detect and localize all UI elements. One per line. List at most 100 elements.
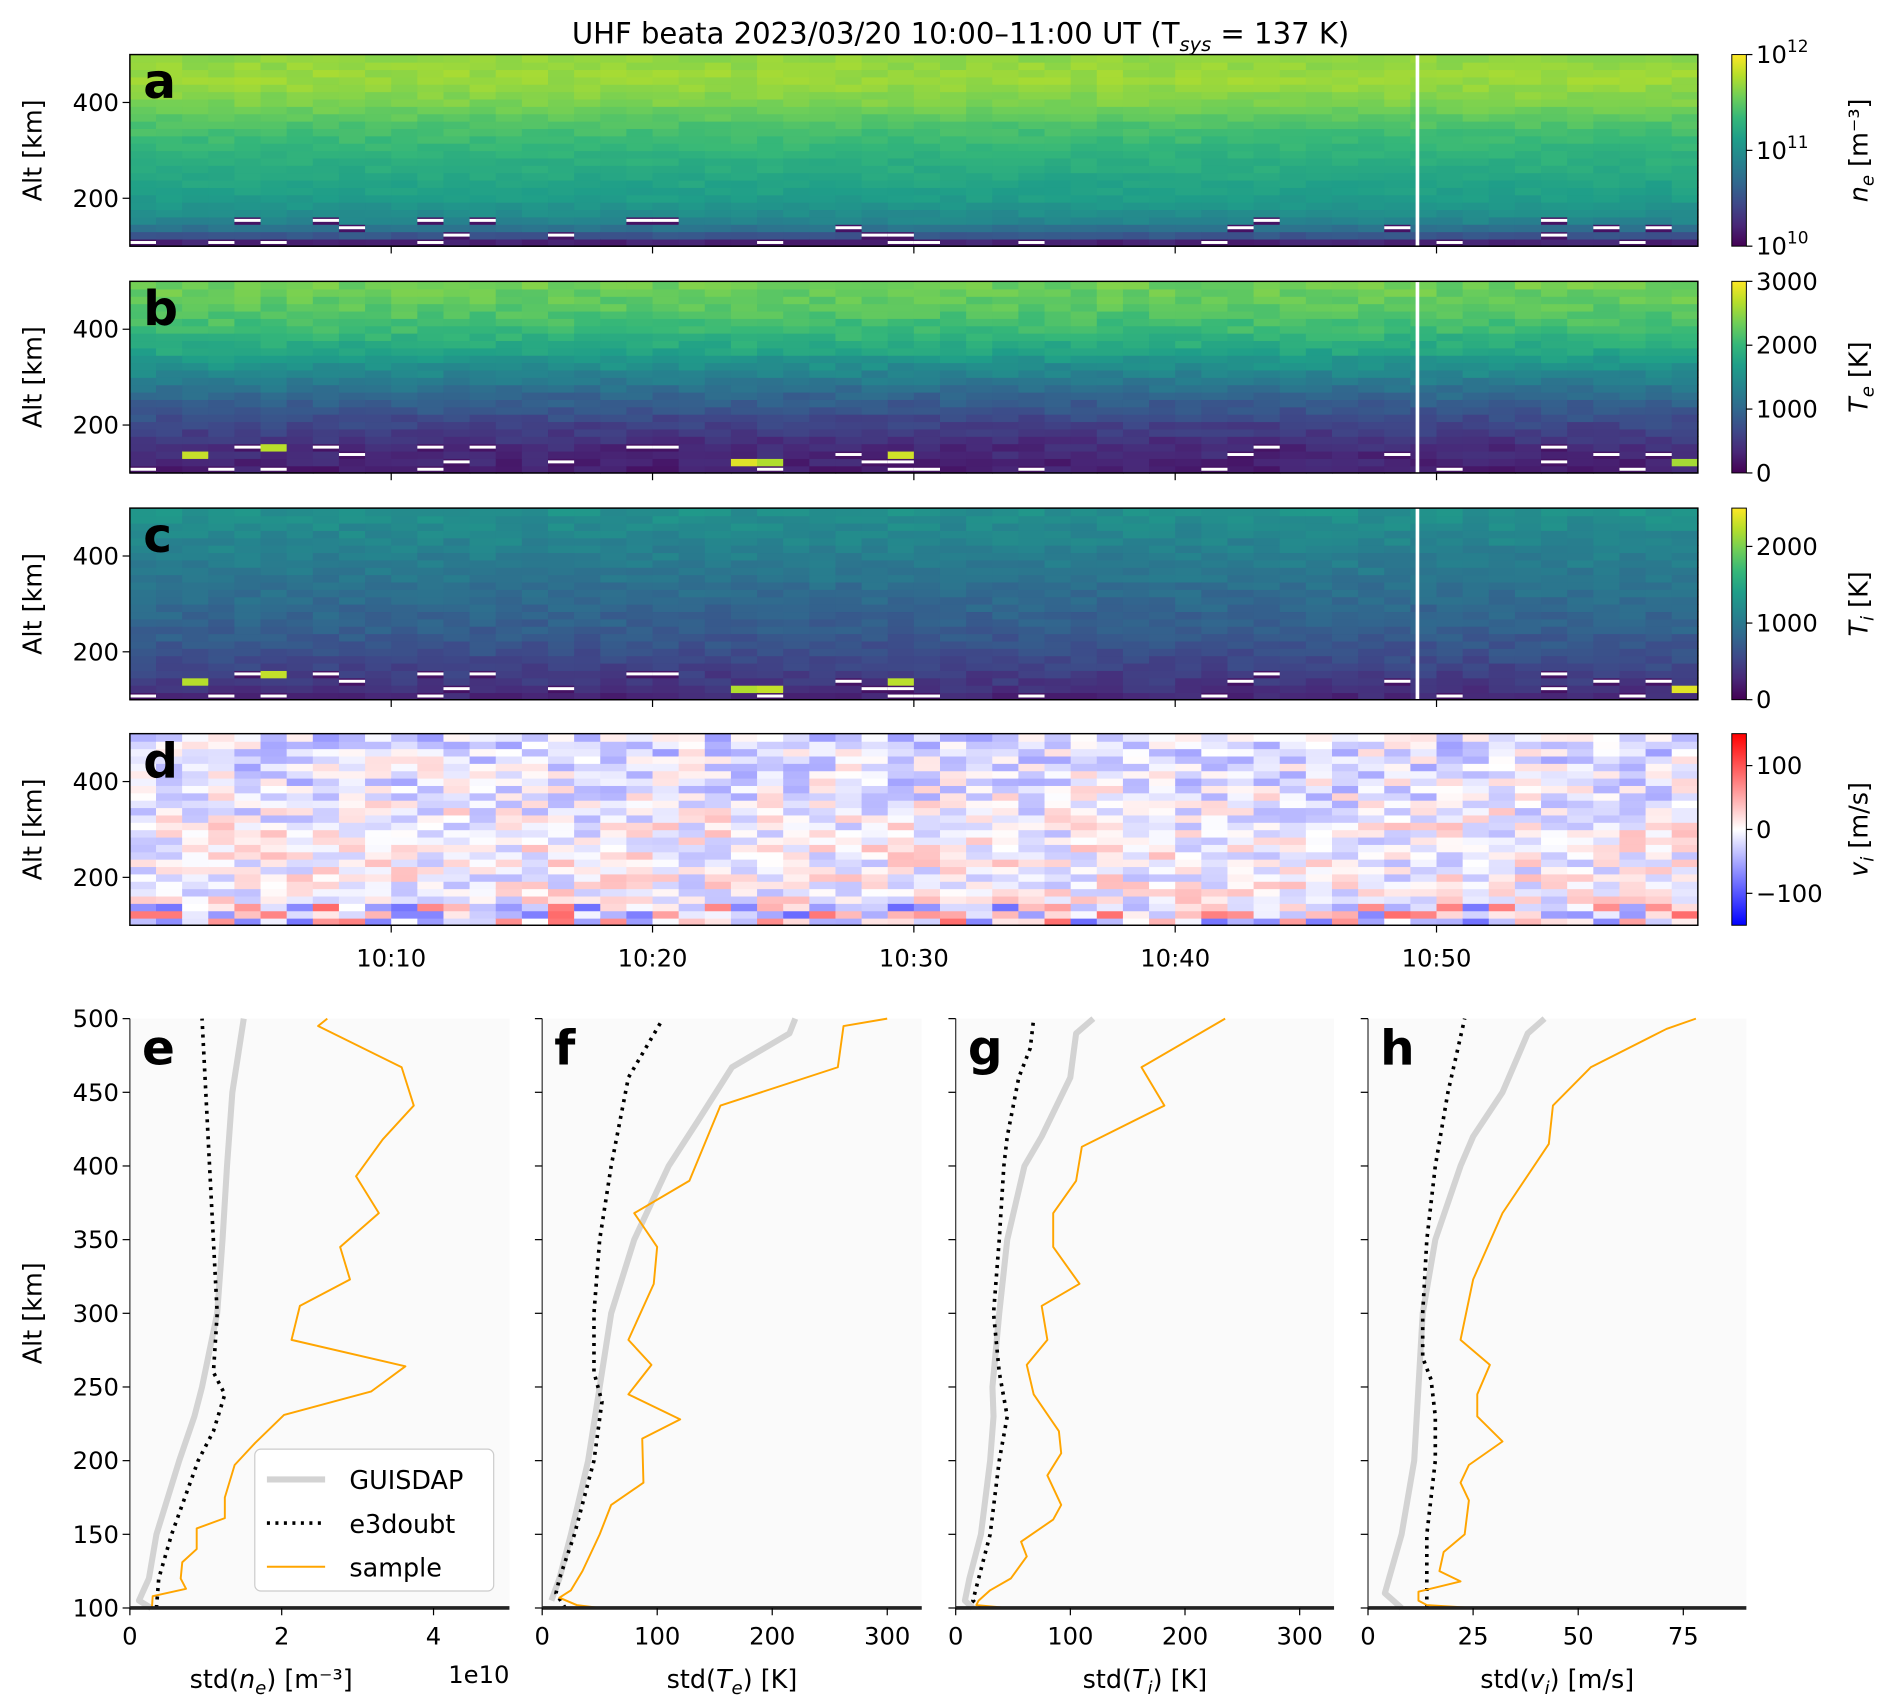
heatmap-cell: [521, 450, 549, 459]
heatmap-cell: [1018, 633, 1046, 642]
heatmap-cell: [1410, 224, 1438, 233]
heatmap-cell: [887, 98, 915, 107]
heatmap-cell: [417, 458, 445, 467]
heatmap-cell: [809, 179, 837, 188]
heatmap-cell: [835, 332, 863, 342]
heatmap-cell: [1070, 54, 1098, 63]
heatmap-cell: [809, 355, 837, 364]
heatmap-cell: [1305, 581, 1333, 590]
heatmap-cell: [1331, 413, 1359, 423]
heatmap-cell: [652, 465, 680, 474]
heatmap-cell: [1149, 537, 1176, 546]
heatmap-cell: [495, 559, 523, 568]
heatmap-cell: [730, 574, 758, 583]
heatmap-cell: [1149, 626, 1176, 635]
heatmap-cell: [1305, 347, 1333, 356]
heatmap-cell: [286, 522, 314, 531]
heatmap-cell: [234, 91, 262, 100]
heatmap-cell: [704, 318, 732, 327]
heatmap-cell: [234, 508, 262, 517]
heatmap-cell: [234, 194, 262, 203]
heatmap-cell: [1619, 194, 1647, 203]
heatmap-cell: [338, 603, 366, 613]
heatmap-cell: [757, 231, 784, 240]
heatmap-cell: [1410, 157, 1438, 166]
heatmap-cell: [966, 458, 993, 467]
heatmap-cell: [809, 626, 837, 635]
heatmap-cell: [391, 238, 419, 247]
heatmap-cell: [495, 194, 523, 203]
missing-data-cell: [1384, 679, 1412, 683]
heatmap-cell: [1541, 128, 1568, 137]
heatmap-cell: [1122, 113, 1150, 122]
heatmap-cell: [286, 443, 314, 452]
heatmap-cell: [992, 362, 1020, 371]
heatmap-cell: [652, 165, 680, 174]
heatmap-cell: [939, 552, 967, 561]
heatmap-cell: [1384, 318, 1412, 327]
heatmap-cell: [417, 589, 445, 598]
heatmap-cell: [783, 552, 811, 561]
heatmap-cell: [1514, 684, 1542, 694]
heatmap-cell: [1410, 318, 1438, 327]
heatmap-cell: [1488, 377, 1516, 386]
heatmap-cell: [129, 179, 157, 188]
heatmap-cell: [1279, 662, 1307, 671]
heatmap-cell: [1671, 150, 1699, 159]
heatmap-cell: [1593, 567, 1621, 576]
heatmap-cell: [260, 910, 288, 919]
heatmap-cell: [757, 611, 784, 620]
heatmap-cell: [1175, 458, 1203, 467]
heatmap-cell: [365, 310, 392, 319]
heatmap-cell: [1201, 142, 1229, 152]
heatmap-cell: [286, 662, 314, 671]
heatmap-cell: [365, 684, 392, 694]
heatmap-cell: [1514, 648, 1542, 657]
heatmap-cell: [1305, 76, 1333, 85]
missing-data-cell: [417, 672, 445, 676]
heatmap-cell: [652, 530, 680, 539]
heatmap-cell: [704, 567, 732, 576]
heatmap-cell: [443, 515, 471, 524]
heatmap-cell: [809, 98, 837, 107]
heatmap-cell: [1671, 436, 1699, 445]
heatmap-cell: [887, 406, 915, 415]
heatmap-cell: [1384, 296, 1412, 305]
heatmap-cell: [1410, 142, 1438, 152]
data-gap-line: [1415, 508, 1420, 700]
heatmap-cell: [652, 310, 680, 319]
heatmap-cell: [521, 303, 549, 312]
heatmap-cell: [1645, 458, 1673, 467]
heatmap-cell: [730, 340, 758, 349]
heatmap-cell: [1096, 662, 1124, 671]
heatmap-cell: [1541, 603, 1568, 613]
heatmap-cell: [887, 596, 915, 605]
heatmap-cell: [992, 54, 1020, 63]
heatmap-cell: [548, 581, 575, 590]
heatmap-cell: [600, 458, 628, 467]
heatmap-cell: [652, 684, 680, 694]
heatmap-cell: [182, 574, 210, 583]
heatmap-cell: [260, 303, 288, 312]
heatmap-cell: [1122, 369, 1150, 378]
heatmap-cell: [1384, 384, 1412, 393]
heatmap-cell: [1201, 428, 1229, 437]
heatmap-cell: [1436, 303, 1464, 312]
heatmap-cell: [1070, 544, 1098, 554]
heatmap-cell: [1096, 391, 1124, 400]
heatmap-cell: [1384, 281, 1412, 290]
heatmap-cell: [783, 399, 811, 408]
heatmap-cell: [1279, 194, 1307, 203]
heatmap-cell: [939, 150, 967, 159]
heatmap-cell: [495, 76, 523, 85]
heatmap-cell: [704, 684, 732, 694]
heatmap-cell: [312, 559, 340, 568]
heatmap-cell: [1149, 303, 1176, 312]
colorbar-gradient: [1731, 280, 1747, 474]
heatmap-cell: [1462, 670, 1490, 679]
heatmap-cell: [182, 684, 210, 694]
heatmap-cell: [1122, 692, 1150, 701]
heatmap-cell: [626, 120, 654, 129]
heatmap-cells: [129, 281, 1699, 474]
heatmap-cell: [1305, 332, 1333, 342]
